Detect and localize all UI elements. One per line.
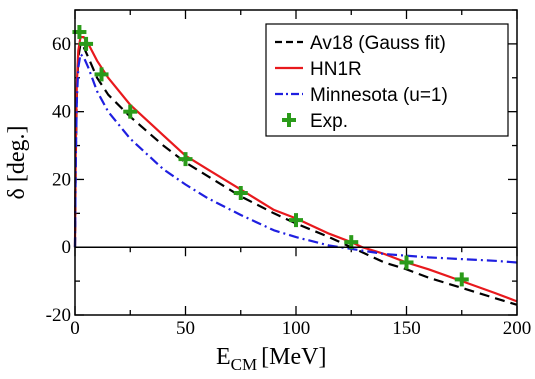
y-axis-label: δ [deg.]	[4, 126, 30, 200]
exp-point	[79, 36, 94, 51]
legend-box	[265, 23, 509, 137]
x-axis-label: ECM [MeV]	[216, 344, 326, 374]
x-axis-ticks: 0 50 100 150 200	[70, 10, 531, 339]
y-tick-label: 20	[52, 169, 71, 190]
exp-point	[454, 272, 469, 287]
x-tick-label: 200	[503, 318, 532, 339]
exp-point	[178, 152, 193, 167]
legend-label: HN1R	[310, 59, 362, 80]
y-tick-label: 40	[52, 102, 71, 123]
legend: Av18 (Gauss fit) HN1R Minnesota (u=1) Exp.	[265, 23, 509, 137]
x-tick-label: 0	[70, 318, 80, 339]
x-axis-label-main: E	[216, 344, 231, 370]
x-axis-label-subscript: CM	[231, 355, 257, 374]
x-axis-label-unit: [MeV]	[261, 344, 326, 370]
legend-sample-plus	[282, 113, 296, 127]
exp-point	[233, 186, 248, 200]
exp-point	[123, 104, 138, 119]
legend-label: Av18 (Gauss fit)	[310, 33, 446, 54]
x-tick-label: 100	[282, 318, 311, 339]
exp-point	[94, 67, 109, 82]
y-tick-label: 60	[52, 34, 71, 55]
y-tick-label: 0	[62, 237, 72, 258]
plot-frame	[74, 9, 518, 316]
legend-label: Minnesota (u=1)	[310, 85, 448, 106]
legend-label: Exp.	[310, 111, 348, 132]
series-line	[73, 52, 518, 264]
exp-point	[289, 213, 303, 228]
y-tick-label: -20	[46, 305, 71, 326]
x-tick-label: 50	[176, 318, 195, 339]
x-tick-label: 150	[392, 318, 421, 339]
exp-point	[399, 255, 414, 270]
